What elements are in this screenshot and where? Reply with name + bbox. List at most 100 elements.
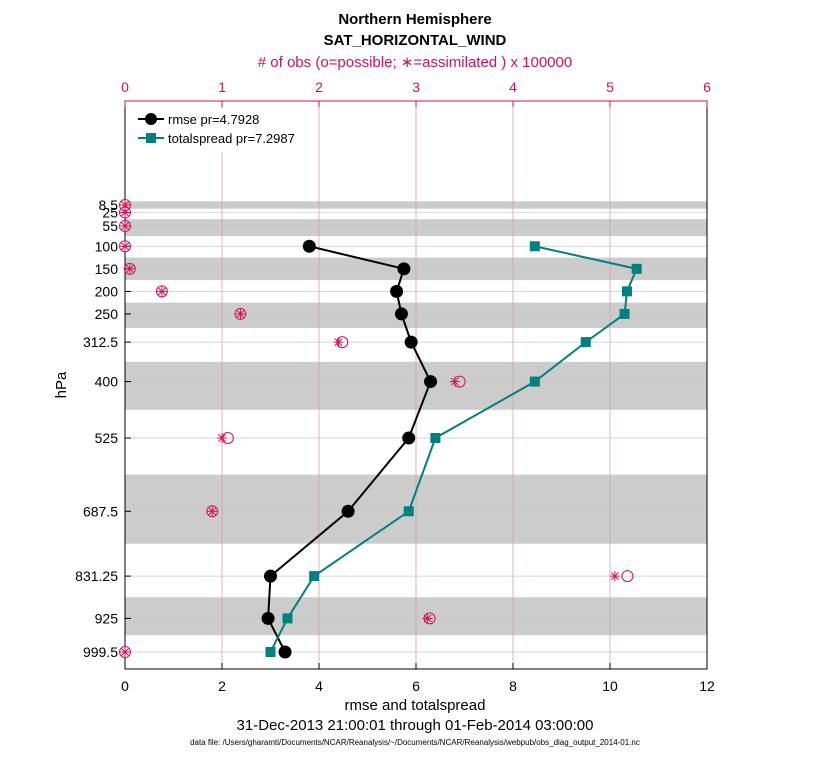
obs-possible-marker (119, 206, 131, 219)
y-tick-label: 25 (102, 204, 118, 220)
totalspread-point (529, 376, 540, 387)
legend-spread-marker (146, 133, 156, 143)
x-axis-ticks: 0 2 4 6 8 10 12 (121, 663, 715, 694)
y-axis-label: hPa (53, 371, 70, 398)
star-stroke (121, 242, 129, 251)
obs-possible-marker (234, 307, 247, 320)
obs-possible-marker (119, 240, 131, 253)
obs-count-markers (119, 199, 634, 658)
y-tick-label: 312.5 (83, 334, 118, 350)
obs-assimilated-marker (120, 207, 130, 218)
x-tick-label: 12 (699, 678, 715, 694)
x-tick-label: 8 (509, 678, 517, 694)
totalspread-point (631, 263, 642, 274)
obs-possible-marker (119, 219, 131, 232)
obs-assimilated-marker (609, 571, 620, 582)
star-stroke (121, 208, 129, 217)
obs-assimilated-marker (120, 647, 130, 657)
obs-possible-marker (123, 262, 136, 275)
x-tick-label: 4 (315, 678, 323, 694)
top-axis-label: # of obs (o=possible; ∗=assimilated ) x … (258, 54, 572, 71)
obs-assimilated-marker (333, 337, 344, 348)
star-stroke (121, 222, 129, 230)
star-stroke (450, 377, 459, 386)
y-tick-label: 55 (102, 218, 118, 234)
top-tick-label: 6 (703, 79, 711, 95)
obs-assimilated-marker (120, 220, 130, 231)
totalspread-point (403, 506, 414, 517)
x-tick-label: 0 (121, 678, 129, 694)
totalspread-point (580, 337, 591, 348)
top-tick-label: 0 (121, 79, 129, 95)
star-stroke (334, 338, 343, 347)
rmse-point (394, 307, 408, 321)
rmse-point (397, 262, 411, 276)
legend-box (133, 108, 315, 152)
y-tick-label: 525 (95, 430, 119, 446)
totalspread-point (430, 432, 441, 443)
star-stroke (125, 264, 134, 273)
totalspread-point (619, 308, 630, 319)
rmse-point (261, 611, 275, 625)
y-tick-label: 400 (95, 374, 119, 390)
y-tick-label: 250 (95, 306, 119, 322)
star-stroke (121, 648, 129, 656)
rmse-point (404, 335, 418, 349)
obs-assimilated-marker (120, 241, 130, 252)
top-tick-label: 3 (412, 79, 420, 95)
rmse-point (302, 239, 316, 253)
x-tick-label: 2 (218, 678, 226, 694)
top-tick-label: 2 (315, 79, 323, 95)
totalspread-point (529, 241, 540, 252)
obs-assimilated-marker (217, 432, 227, 443)
y-tick-label: 150 (95, 261, 119, 277)
star-stroke (157, 287, 166, 296)
y-tick-label: 8.5 (99, 197, 119, 213)
obs-possible-marker (621, 570, 634, 583)
obs-assimilated-marker (235, 308, 246, 319)
legend-rmse-label: rmse pr=4.7928 (168, 112, 259, 127)
totalspread-point (265, 647, 276, 657)
rmse-point (424, 375, 438, 389)
footnote: data file: /Users/gharamti/Documents/NCA… (190, 738, 640, 747)
top-axis-ticks: 0 1 2 3 4 5 6 (121, 79, 711, 107)
obs-possible-marker (155, 285, 168, 298)
date-range: 31-Dec-2013 21:00:01 through 01-Feb-2014… (237, 717, 594, 734)
obs-assimilated-marker (156, 286, 167, 297)
y-tick-label: 100 (95, 238, 119, 254)
obs-assimilated-marker (207, 506, 218, 517)
top-tick-label: 1 (218, 79, 226, 95)
obs-assimilated-marker (124, 263, 135, 274)
x-tick-label: 10 (602, 678, 618, 694)
chart-subtitle: SAT_HORIZONTAL_WIND (324, 32, 507, 49)
top-tick-label: 5 (606, 79, 614, 95)
chart-title: Northern Hemisphere (338, 11, 491, 28)
x-axis-label: rmse and totalspread (345, 697, 486, 714)
y-tick-label: 200 (95, 283, 119, 299)
x-tick-label: 6 (412, 678, 420, 694)
obs-assimilated-marker (422, 613, 433, 624)
obs-possible-marker (119, 646, 131, 658)
y-tick-label: 831.25 (75, 568, 118, 584)
rmse-point (278, 645, 292, 659)
star-stroke (610, 572, 619, 581)
y-tick-label: 925 (95, 610, 119, 626)
legend-spread-label: totalspread pr=7.2987 (168, 131, 295, 146)
y-tick-label: 999.5 (83, 644, 118, 660)
grid-lines (125, 101, 707, 669)
star-stroke (236, 309, 245, 318)
legend: rmse pr=4.7928 totalspread pr=7.2987 (133, 108, 315, 152)
rmse-point (341, 504, 355, 518)
totalspread-point (282, 613, 293, 624)
legend-rmse-marker (145, 113, 157, 125)
star-stroke (208, 507, 217, 516)
rmse-point (264, 569, 277, 583)
star-stroke (423, 614, 432, 623)
star-stroke (218, 434, 226, 442)
top-tick-label: 4 (509, 79, 517, 95)
totalspread-point (621, 286, 632, 297)
rmse-point (402, 431, 416, 445)
rmse-point (390, 284, 404, 298)
